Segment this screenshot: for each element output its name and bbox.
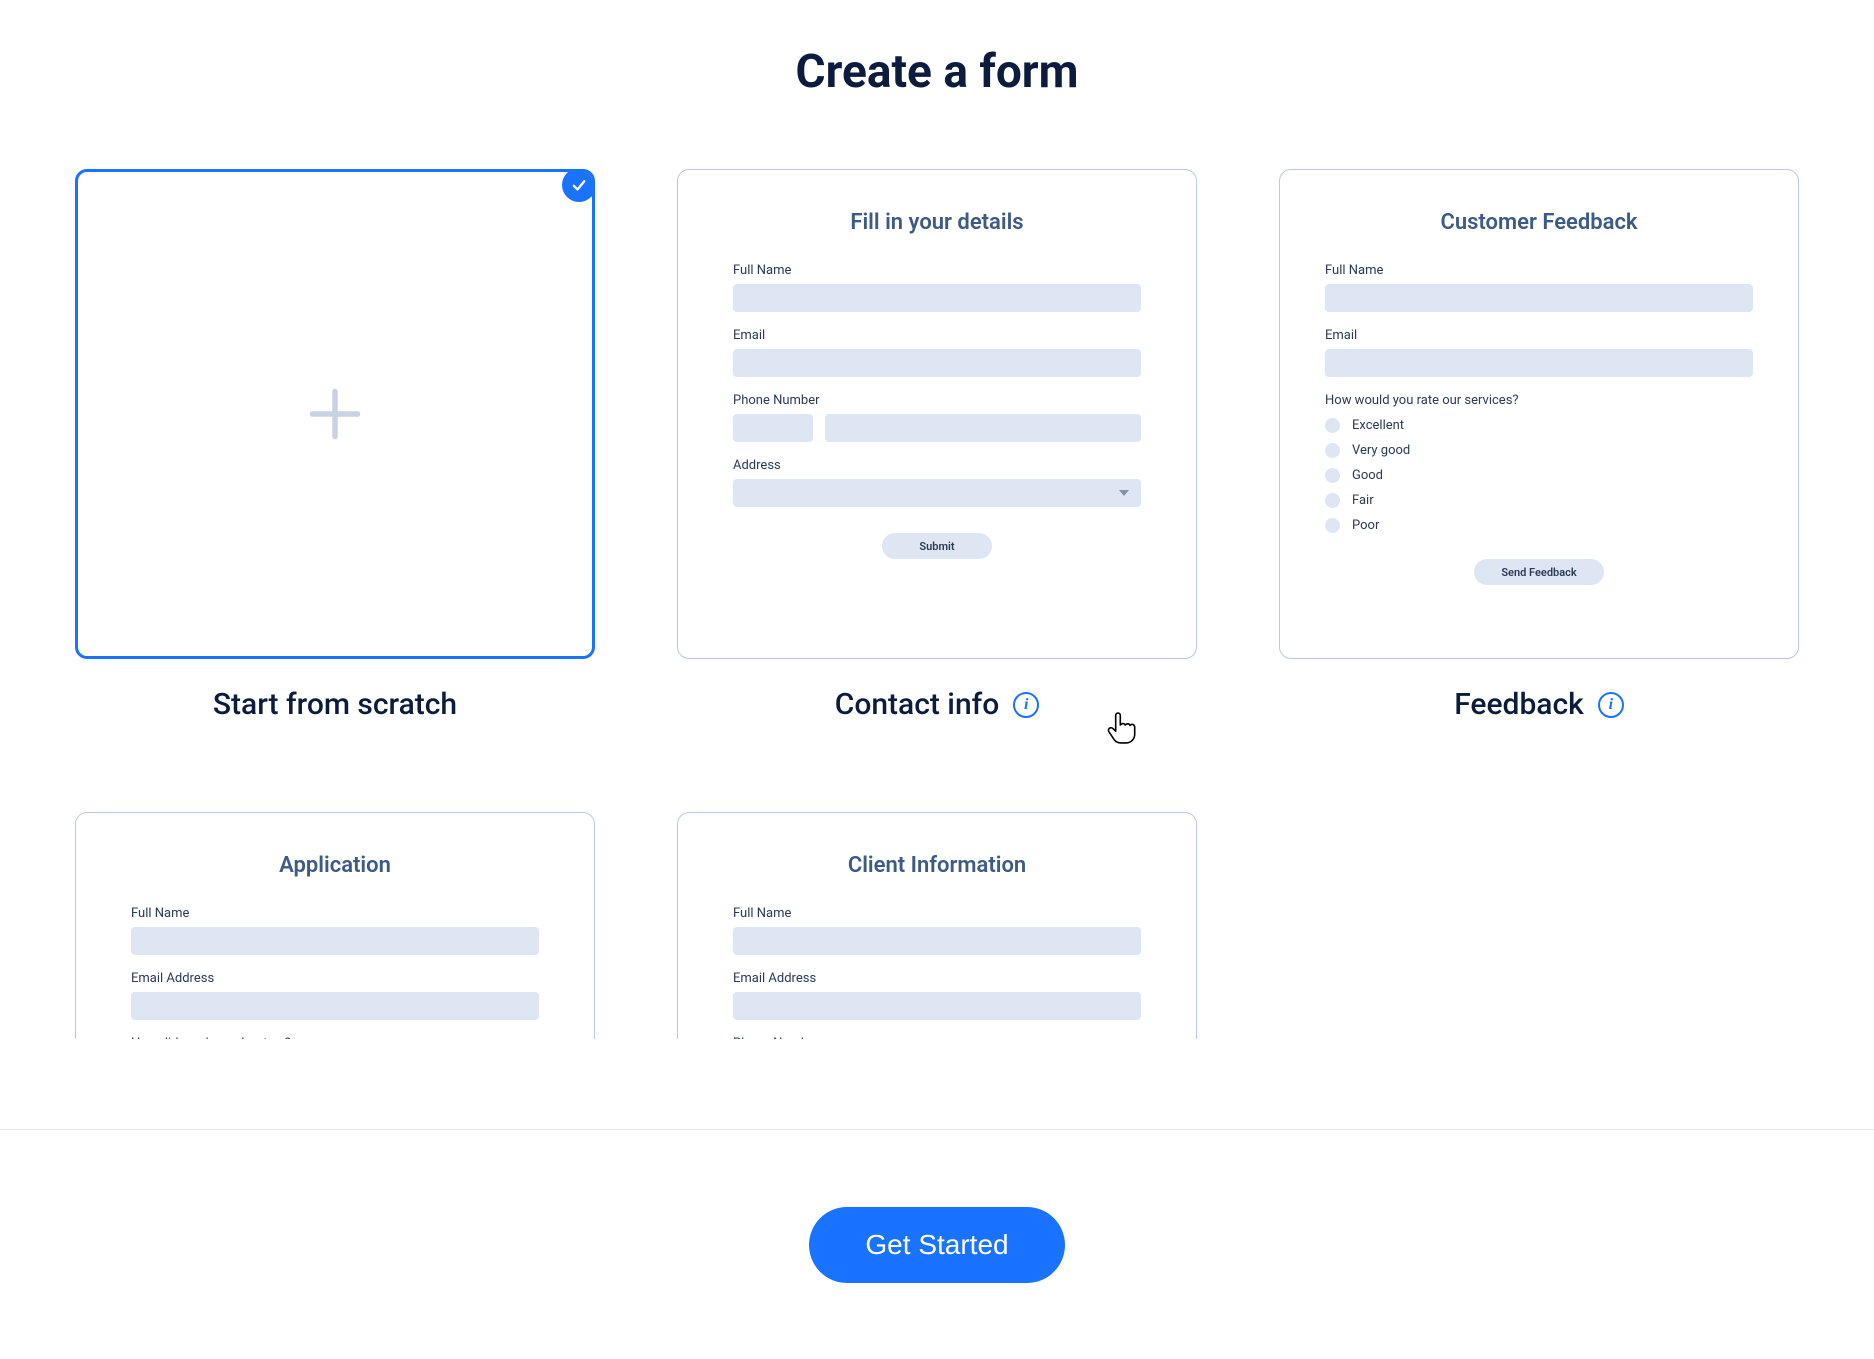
plus-icon	[78, 172, 592, 656]
scratch-card[interactable]	[75, 169, 595, 659]
template-option-feedback: Customer Feedback Full Name Email How wo…	[1279, 169, 1799, 722]
contact-label-address: Address	[733, 458, 1141, 473]
contact-preview: Fill in your details Full Name Email Pho…	[678, 170, 1196, 559]
radio-icon	[1325, 418, 1340, 433]
contact-card[interactable]: Fill in your details Full Name Email Pho…	[677, 169, 1197, 659]
application-card[interactable]: Application Full Name Email Address How …	[75, 812, 595, 1039]
contact-label-phone: Phone Number	[733, 393, 1141, 408]
feedback-label-question: How would you rate our services?	[1325, 393, 1753, 408]
feedback-label-email: Email	[1325, 328, 1753, 343]
contact-preview-title: Fill in your details	[733, 210, 1141, 235]
info-icon[interactable]: i	[1598, 692, 1624, 718]
feedback-option-label: Fair	[1352, 493, 1374, 508]
contact-input-phone-code	[733, 414, 813, 442]
feedback-option-label: Good	[1352, 468, 1383, 483]
feedback-option-row: Good	[1325, 468, 1753, 483]
application-label-hear: How did you hear about us?	[131, 1036, 539, 1039]
page-title: Create a form	[0, 45, 1874, 99]
application-preview: Application Full Name Email Address How …	[76, 813, 594, 1039]
feedback-option-label: Poor	[1352, 518, 1379, 533]
application-preview-title: Application	[131, 853, 539, 878]
feedback-option-row: Excellent	[1325, 418, 1753, 433]
template-option-scratch: Start from scratch	[75, 169, 595, 722]
feedback-card[interactable]: Customer Feedback Full Name Email How wo…	[1279, 169, 1799, 659]
application-label-fullname: Full Name	[131, 906, 539, 921]
feedback-option-row: Fair	[1325, 493, 1753, 508]
radio-icon	[1325, 518, 1340, 533]
feedback-preview: Customer Feedback Full Name Email How wo…	[1280, 170, 1798, 585]
template-grid: Start from scratch Fill in your details …	[60, 169, 1814, 1039]
scratch-label: Start from scratch	[213, 687, 457, 722]
client-preview: Client Information Full Name Email Addre…	[678, 813, 1196, 1039]
contact-input-fullname	[733, 284, 1141, 312]
client-preview-title: Client Information	[733, 853, 1141, 878]
feedback-option-row: Very good	[1325, 443, 1753, 458]
client-label-phone: Phone Number	[733, 1036, 1141, 1039]
contact-label-email: Email	[733, 328, 1141, 343]
feedback-label: Feedback	[1454, 687, 1584, 722]
feedback-label-fullname: Full Name	[1325, 263, 1753, 278]
contact-input-phone-number	[825, 414, 1141, 442]
feedback-input-fullname	[1325, 284, 1753, 312]
radio-icon	[1325, 493, 1340, 508]
application-input-email	[131, 992, 539, 1020]
radio-icon	[1325, 468, 1340, 483]
contact-select-address	[733, 479, 1141, 507]
template-option-contact: Fill in your details Full Name Email Pho…	[677, 169, 1197, 722]
contact-label-fullname: Full Name	[733, 263, 1141, 278]
client-card[interactable]: Client Information Full Name Email Addre…	[677, 812, 1197, 1039]
application-input-fullname	[131, 927, 539, 955]
feedback-option-row: Poor	[1325, 518, 1753, 533]
info-icon[interactable]: i	[1013, 692, 1039, 718]
feedback-input-email	[1325, 349, 1753, 377]
template-option-client: Client Information Full Name Email Addre…	[677, 812, 1197, 1039]
feedback-preview-submit: Send Feedback	[1474, 559, 1604, 585]
bottom-bar: Get Started	[0, 1129, 1874, 1359]
feedback-option-label: Very good	[1352, 443, 1410, 458]
feedback-option-label: Excellent	[1352, 418, 1404, 433]
application-label-email: Email Address	[131, 971, 539, 986]
contact-label: Contact info	[835, 687, 1000, 722]
template-option-application: Application Full Name Email Address How …	[75, 812, 595, 1039]
client-label-email: Email Address	[733, 971, 1141, 986]
template-scroll-area: Start from scratch Fill in your details …	[0, 169, 1874, 1039]
client-input-email	[733, 992, 1141, 1020]
contact-input-email	[733, 349, 1141, 377]
get-started-button[interactable]: Get Started	[809, 1207, 1064, 1283]
client-label-fullname: Full Name	[733, 906, 1141, 921]
client-input-fullname	[733, 927, 1141, 955]
contact-preview-submit: Submit	[882, 533, 992, 559]
feedback-preview-title: Customer Feedback	[1325, 210, 1753, 235]
radio-icon	[1325, 443, 1340, 458]
